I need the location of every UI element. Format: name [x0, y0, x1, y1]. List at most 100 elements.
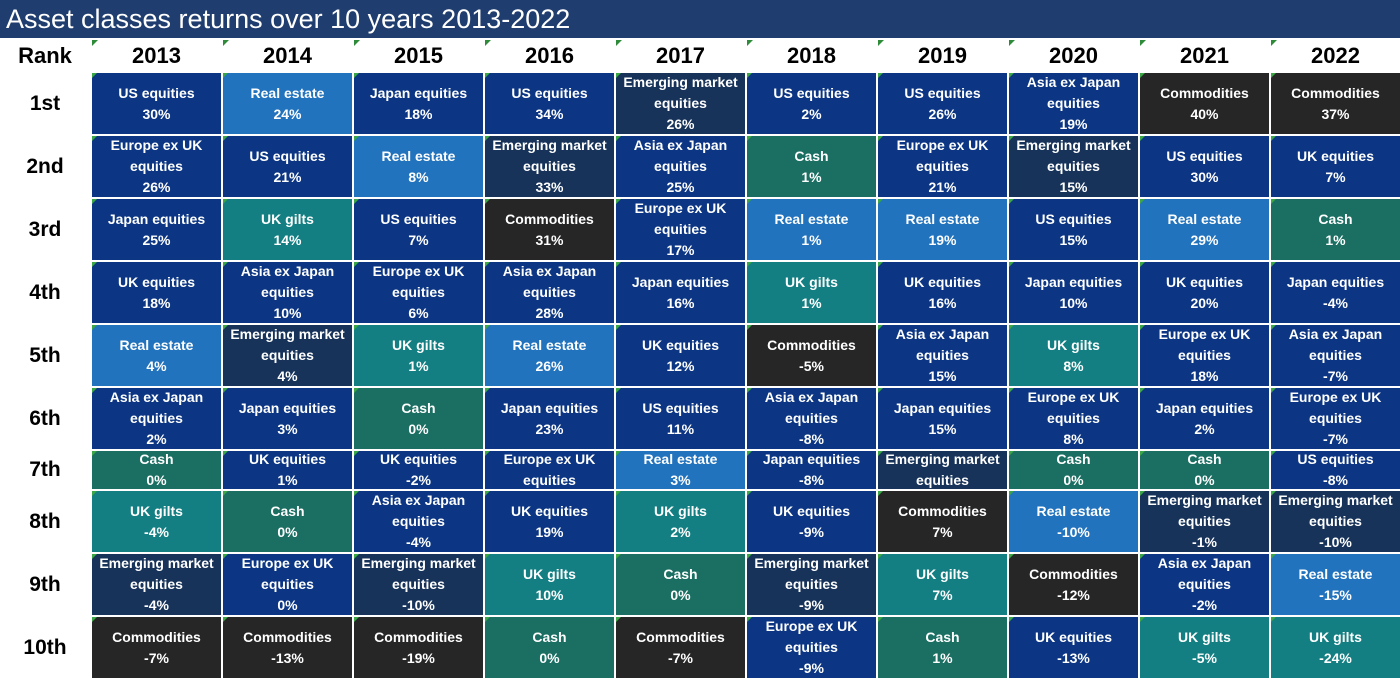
return-value: 21%: [273, 168, 302, 185]
asset-name: UK equities: [1034, 628, 1112, 645]
asset-name: Emerging market equities: [623, 74, 738, 111]
asset-name: US equities: [904, 84, 981, 101]
return-value: 15%: [1059, 179, 1088, 195]
asset-name: Japan equities: [500, 399, 599, 416]
return-value: -24%: [1319, 649, 1352, 666]
table-cell: UK gilts 1%: [747, 261, 876, 324]
table-cell: Europe ex UK equities 8%: [1009, 387, 1138, 450]
table-cell: US equities 30%: [92, 72, 221, 135]
return-value: 6%: [408, 305, 429, 321]
table-cell: Asia ex Japan equities 15%: [878, 324, 1007, 387]
asset-name: Commodities: [898, 502, 987, 519]
return-value: 37%: [1321, 105, 1350, 122]
table-cell: Europe ex UK equities -9%: [747, 616, 876, 679]
return-value: 4%: [146, 357, 167, 374]
asset-name: Asia ex Japan equities: [240, 263, 335, 300]
return-value: 20%: [1190, 294, 1219, 311]
return-value: 7%: [408, 231, 429, 248]
year-header-2021: 2021: [1140, 40, 1269, 72]
table-cell: Emerging market equities -1%: [1140, 490, 1269, 553]
table-cell: Europe ex UK equities 26%: [92, 135, 221, 198]
table-cell: Real estate 26%: [485, 324, 614, 387]
return-value: -7%: [1323, 368, 1348, 384]
table-cell: Europe ex UK equities 17%: [616, 198, 745, 261]
return-value: 2%: [146, 431, 167, 447]
asset-name: UK gilts: [392, 336, 445, 353]
asset-name: Emerging market equities: [1278, 492, 1393, 529]
table-cell: Real estate 29%: [1140, 198, 1269, 261]
year-header-2015: 2015: [354, 40, 483, 72]
year-header-2018: 2018: [747, 40, 876, 72]
table-cell: US equities -8%: [1271, 450, 1400, 490]
return-value: 19%: [1059, 116, 1088, 132]
asset-name: Japan equities: [893, 399, 992, 416]
asset-name: UK gilts: [261, 210, 314, 227]
table-cell: Emerging market equities -9%: [747, 553, 876, 616]
return-value: 31%: [535, 231, 564, 248]
asset-name: UK equities: [1165, 273, 1243, 290]
rank-label-2nd: 2nd: [0, 135, 90, 198]
table-cell: Asia ex Japan equities -4%: [354, 490, 483, 553]
asset-name: UK equities: [1296, 147, 1374, 164]
return-value: 0%: [539, 649, 560, 666]
year-header-2017: 2017: [616, 40, 745, 72]
table-cell: UK equities 1%: [223, 450, 352, 490]
return-value: 0%: [1063, 472, 1084, 488]
table-cell: Japan equities 18%: [354, 72, 483, 135]
table-cell: US equities 15%: [1009, 198, 1138, 261]
return-value: -10%: [1057, 523, 1090, 540]
table-cell: Asia ex Japan equities -2%: [1140, 553, 1269, 616]
asset-name: Cash: [401, 399, 436, 416]
asset-name: Commodities: [636, 628, 725, 645]
asset-name: Cash: [925, 628, 960, 645]
table-cell: UK gilts 8%: [1009, 324, 1138, 387]
return-value: 18%: [142, 294, 171, 311]
return-value: 25%: [142, 231, 171, 248]
asset-name: Japan equities: [369, 84, 468, 101]
rank-label-9th: 9th: [0, 553, 90, 616]
table-cell: UK equities 12%: [616, 324, 745, 387]
year-header-2013: 2013: [92, 40, 221, 72]
table-cell: Cash 0%: [485, 616, 614, 679]
table-cell: Cash 1%: [747, 135, 876, 198]
asset-name: Real estate: [905, 210, 980, 227]
return-value: 0%: [277, 523, 298, 540]
rank-label-6th: 6th: [0, 387, 90, 450]
table-cell: UK equities 18%: [92, 261, 221, 324]
table-cell: Real estate 19%: [878, 198, 1007, 261]
table-cell: Cash 0%: [1140, 450, 1269, 490]
return-value: -4%: [1323, 294, 1348, 311]
table-cell: Emerging market equities: [878, 450, 1007, 490]
return-value: 18%: [1190, 368, 1219, 384]
return-value: 8%: [1063, 431, 1084, 447]
rank-label-1st: 1st: [0, 72, 90, 135]
table-cell: Emerging market equities 15%: [1009, 135, 1138, 198]
asset-name: Asia ex Japan equities: [1157, 555, 1252, 592]
asset-name: Europe ex UK equities: [765, 618, 858, 655]
asset-name: Japan equities: [1024, 273, 1123, 290]
asset-name: Cash: [139, 451, 174, 467]
asset-name: UK equities: [117, 273, 195, 290]
return-value: 3%: [670, 472, 691, 488]
return-value: 1%: [932, 649, 953, 666]
table-cell: Japan equities 23%: [485, 387, 614, 450]
asset-name: Emerging market equities: [361, 555, 476, 592]
asset-name: Cash: [1056, 451, 1091, 467]
table-cell: Emerging market equities -10%: [354, 553, 483, 616]
table-cell: Commodities -19%: [354, 616, 483, 679]
return-value: -7%: [144, 649, 169, 666]
returns-table: Rank 2013 2014 2015 2016 2017 2018 2019 2020 2021…: [0, 40, 1400, 681]
return-value: -12%: [1057, 586, 1090, 603]
return-value: 10%: [1059, 294, 1088, 311]
table-cell: UK gilts 1%: [354, 324, 483, 387]
return-value: 1%: [277, 472, 298, 488]
table-cell: UK gilts 14%: [223, 198, 352, 261]
return-value: 7%: [932, 523, 953, 540]
asset-name: Asia ex Japan equities: [371, 492, 466, 529]
table-cell: UK equities -9%: [747, 490, 876, 553]
return-value: -2%: [406, 472, 431, 488]
table-cell: Japan equities 10%: [1009, 261, 1138, 324]
table-cell: Europe ex UK equities 18%: [1140, 324, 1269, 387]
return-value: 0%: [1194, 472, 1215, 488]
table-cell: Japan equities 3%: [223, 387, 352, 450]
